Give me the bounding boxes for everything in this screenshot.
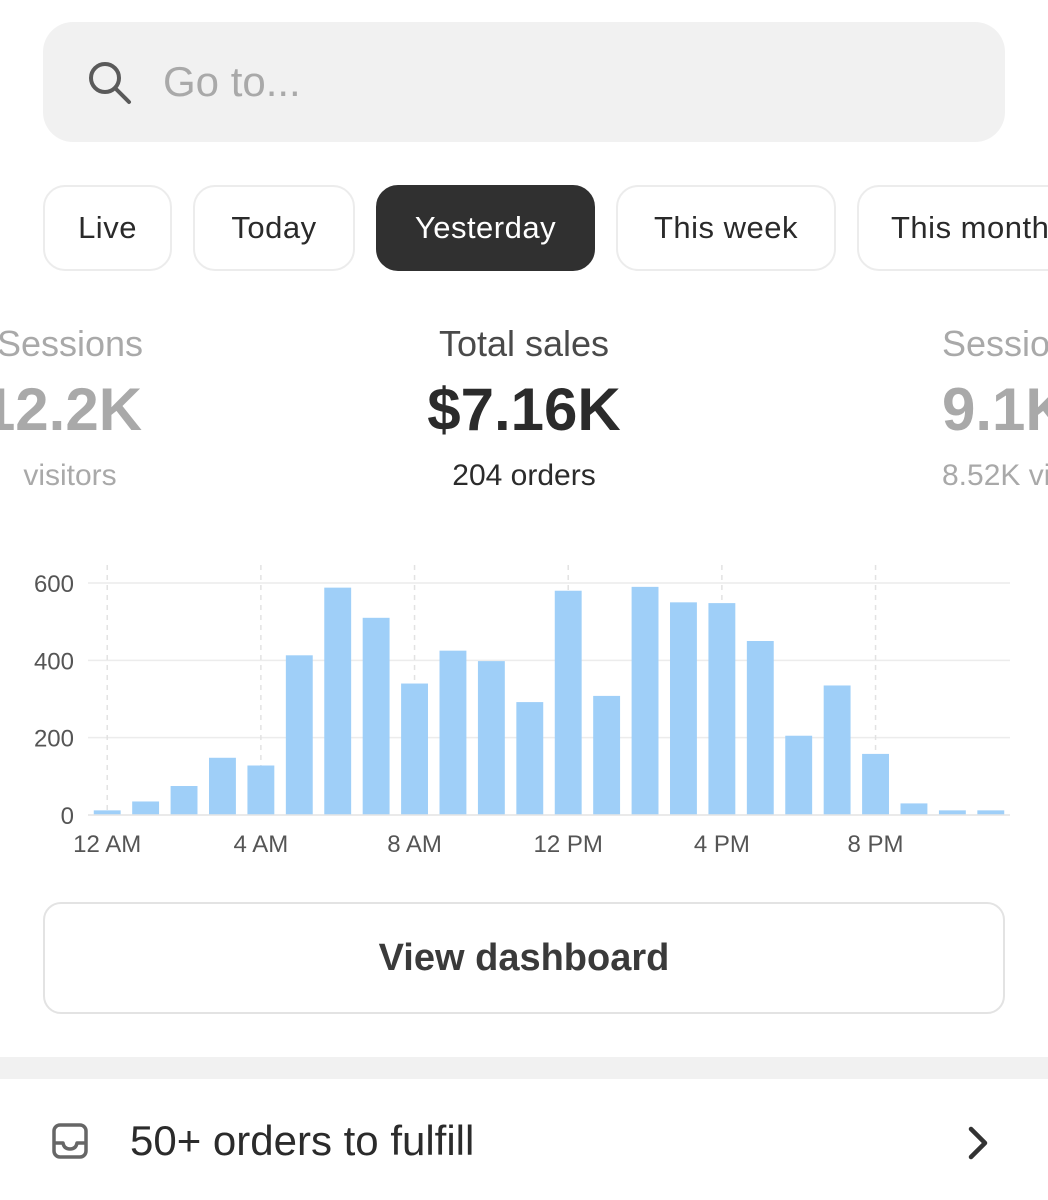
x-tick-label: 12 PM: [534, 831, 603, 858]
chip-this-month[interactable]: This month: [857, 185, 1048, 271]
metric-label: Total sales: [438, 323, 610, 364]
x-tick-label: 4 PM: [694, 831, 750, 858]
section-divider: [0, 1057, 1048, 1079]
y-tick-label: 200: [34, 726, 74, 753]
chart-svg: 0 200 400 600 12 AM 4 AM 8 AM 12 PM 4 PM 8 PM: [34, 565, 1010, 858]
metrics-carousel[interactable]: Sessions 12.2K visitors Total sales $7.1…: [0, 318, 1048, 518]
chart-bar: [746, 641, 774, 815]
chart-bar: [593, 695, 621, 815]
chart-bar: [631, 586, 659, 815]
chart-bar: [362, 617, 390, 815]
chart-bar: [401, 683, 428, 815]
inbox-icon: [50, 1121, 90, 1161]
metric-sub: 8.52K visitors: [942, 459, 1048, 492]
chart-bar: [862, 753, 889, 815]
metric-value: $7.16K: [427, 376, 621, 443]
chart-bar: [708, 603, 736, 815]
metric-value: 12.2K: [0, 376, 143, 443]
chart-bar: [285, 655, 313, 815]
chart-bar: [670, 602, 697, 815]
chart-bar: [900, 803, 928, 815]
chart-bar: [132, 801, 160, 815]
chart-bar: [93, 810, 121, 815]
hourly-sales-chart: 0 200 400 600 12 AM 4 AM 8 AM 12 PM 4 PM 8 PM: [0, 555, 1048, 875]
orders-to-fulfill-row[interactable]: 50+ orders to fulfill: [0, 1079, 1048, 1200]
metric-label: Sessions: [942, 323, 1048, 364]
metric-card-right[interactable]: Sessions 9.1K 8.52K visitors: [942, 318, 1048, 502]
chart-bar: [170, 786, 198, 815]
chip-this-week[interactable]: This week: [616, 185, 836, 271]
metric-card-total-sales[interactable]: Total sales $7.16K 204 orders: [324, 318, 724, 502]
date-range-chips: Live Today Yesterday This week This mont…: [0, 185, 1048, 275]
search-icon: [85, 58, 135, 108]
chart-bar: [209, 757, 236, 815]
chart-bar: [938, 810, 966, 815]
chip-today[interactable]: Today: [193, 185, 355, 271]
x-tick-label: 12 AM: [73, 831, 141, 858]
chart-bar: [823, 685, 851, 815]
view-dashboard-button[interactable]: View dashboard: [43, 902, 1005, 1014]
metric-value: 9.1K: [942, 376, 1048, 443]
metric-sub: visitors: [23, 459, 117, 492]
x-tick-label: 8 PM: [848, 831, 904, 858]
metric-sub: 204 orders: [452, 459, 596, 492]
y-tick-label: 0: [61, 803, 74, 830]
metric-label: Sessions: [0, 323, 144, 364]
chart-bar: [554, 590, 582, 815]
chart-bar: [977, 810, 1005, 815]
chevron-right-icon: [962, 1123, 992, 1163]
chip-yesterday[interactable]: Yesterday: [376, 185, 595, 271]
chip-live[interactable]: Live: [43, 185, 172, 271]
search-input[interactable]: [163, 56, 963, 108]
chart-bar: [516, 702, 544, 815]
search-bar[interactable]: [43, 22, 1005, 142]
metric-card-left[interactable]: Sessions 12.2K visitors: [0, 318, 168, 502]
chart-bar: [439, 650, 467, 815]
y-tick-label: 600: [34, 571, 74, 598]
y-tick-label: 400: [34, 648, 74, 675]
x-tick-label: 4 AM: [234, 831, 289, 858]
orders-to-fulfill-label: 50+ orders to fulfill: [130, 1117, 475, 1164]
x-tick-label: 8 AM: [387, 831, 442, 858]
chart-bar: [324, 587, 352, 815]
chart-bar: [785, 735, 813, 815]
chart-bar: [247, 765, 275, 815]
chart-bar: [477, 661, 505, 815]
